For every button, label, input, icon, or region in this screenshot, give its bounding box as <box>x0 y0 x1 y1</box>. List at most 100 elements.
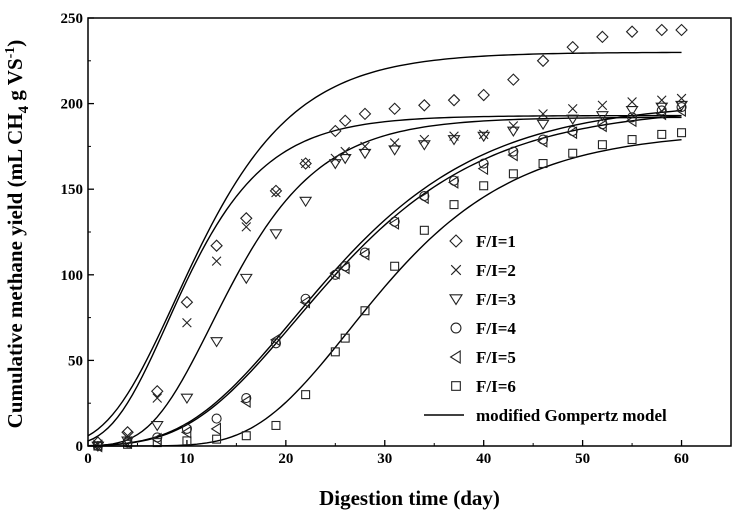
data-point <box>538 109 548 119</box>
data-point <box>299 196 313 208</box>
data-point <box>330 153 341 164</box>
legend-item: F/I=3 <box>449 290 516 309</box>
data-point <box>358 148 372 160</box>
data-point <box>508 169 518 179</box>
x-tick-label: 60 <box>674 451 689 467</box>
data-point <box>596 30 609 44</box>
series-markers <box>91 100 689 452</box>
x-tick-label: 30 <box>377 451 392 467</box>
data-point <box>449 294 463 306</box>
gompertz-fit-curve <box>88 139 682 447</box>
legend-item: F/I=4 <box>450 319 516 338</box>
data-point <box>626 114 637 128</box>
data-point <box>418 99 431 112</box>
gompertz-fit-curve <box>87 116 682 447</box>
data-point <box>536 119 550 131</box>
data-point <box>675 103 686 117</box>
data-point <box>358 247 370 261</box>
legend-label: modified Gompertz model <box>476 406 667 425</box>
series-markers <box>91 103 686 453</box>
data-point <box>657 129 667 139</box>
gompertz-fit-curve <box>87 114 682 442</box>
y-axis-title-mid: g VS <box>3 58 27 105</box>
data-point <box>329 266 340 280</box>
data-point <box>210 422 221 436</box>
y-axis-title: Cumulative methane yield (mL CH4 g VS-1) <box>3 40 32 429</box>
data-point <box>388 216 400 230</box>
data-point <box>300 293 311 304</box>
data-point <box>388 145 402 156</box>
data-point <box>182 317 192 328</box>
data-point <box>211 413 222 424</box>
data-point <box>301 390 311 400</box>
data-point <box>417 140 431 151</box>
series-markers <box>92 101 687 452</box>
data-point <box>152 393 163 403</box>
data-point <box>448 175 459 189</box>
data-point <box>239 212 253 225</box>
x-tick-label: 20 <box>278 451 293 467</box>
data-point <box>627 112 638 123</box>
legend-item-model: modified Gompertz model <box>424 406 667 425</box>
data-point <box>271 187 281 198</box>
data-point <box>150 384 164 398</box>
legend-item: F/I=6 <box>451 377 516 396</box>
y-tick-label: 200 <box>61 97 84 113</box>
data-point <box>507 73 520 86</box>
data-point <box>477 162 489 176</box>
data-point <box>656 105 667 116</box>
data-point <box>449 200 459 210</box>
y-tick-label: 0 <box>76 439 84 455</box>
data-point <box>330 347 340 357</box>
y-axis-title-superscript: -1 <box>3 47 18 59</box>
data-point <box>239 273 253 285</box>
data-point <box>269 184 283 198</box>
model-curves <box>87 51 682 447</box>
data-point <box>507 148 518 162</box>
legend-label: F/I=1 <box>476 232 516 251</box>
data-point <box>479 181 489 191</box>
data-point <box>536 54 550 68</box>
data-point <box>597 140 607 150</box>
gompertz-fit-curve <box>87 115 682 447</box>
data-point <box>568 148 578 158</box>
y-tick-label: 50 <box>68 353 83 369</box>
data-point <box>477 131 491 143</box>
data-point <box>675 23 688 37</box>
data-point <box>241 393 252 404</box>
data-point <box>447 135 461 146</box>
data-point <box>538 159 548 169</box>
data-point <box>212 434 222 444</box>
legend-item: F/I=5 <box>449 348 516 367</box>
legend: F/I=1 F/I=2 F/I=3 F/I=4 F/I=5 F/I=6 modified G… <box>424 232 667 425</box>
data-markers <box>91 23 689 453</box>
data-point <box>300 158 311 169</box>
data-point <box>241 431 251 441</box>
data-point <box>478 158 489 169</box>
data-point <box>358 107 372 121</box>
data-point <box>419 134 430 145</box>
legend-label: F/I=6 <box>476 377 516 396</box>
data-point <box>299 295 311 309</box>
data-point <box>338 153 352 165</box>
legend-item: F/I=2 <box>450 261 516 280</box>
data-point <box>655 23 669 37</box>
data-point <box>388 102 401 116</box>
x-tick-label: 40 <box>476 451 491 467</box>
x-tick-label: 50 <box>575 451 590 467</box>
data-point <box>676 101 687 113</box>
data-point <box>597 100 608 111</box>
data-point <box>566 126 578 140</box>
series-markers <box>91 23 688 449</box>
data-point <box>627 135 637 145</box>
data-point <box>627 97 637 107</box>
data-point <box>537 134 548 148</box>
data-point <box>240 394 251 408</box>
legend-item: F/I=1 <box>449 232 516 251</box>
data-point <box>390 261 400 271</box>
data-point <box>449 234 463 248</box>
data-point <box>269 333 281 347</box>
data-point <box>210 337 224 348</box>
data-point <box>450 264 462 276</box>
data-point <box>340 333 350 343</box>
